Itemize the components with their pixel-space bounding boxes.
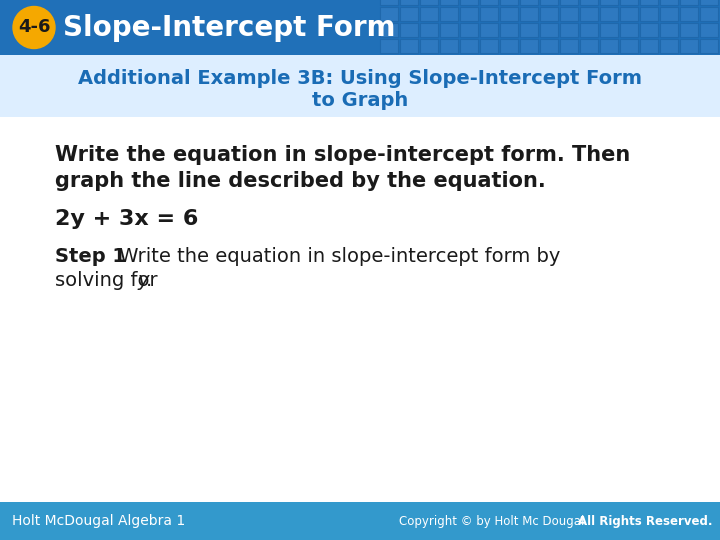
Bar bbox=[0, 55, 720, 117]
Text: Slope-Intercept Form: Slope-Intercept Form bbox=[63, 14, 395, 42]
Text: All Rights Reserved.: All Rights Reserved. bbox=[577, 515, 712, 528]
Bar bbox=[500, 0, 518, 5]
Bar bbox=[520, 0, 538, 5]
Text: to Graph: to Graph bbox=[312, 91, 408, 110]
Bar bbox=[580, 7, 598, 21]
Text: graph the line described by the equation.: graph the line described by the equation… bbox=[55, 171, 546, 191]
Bar bbox=[560, 0, 578, 5]
Bar bbox=[600, 23, 618, 37]
Bar bbox=[380, 7, 398, 21]
Bar bbox=[400, 39, 418, 53]
Bar bbox=[620, 0, 638, 5]
Bar bbox=[700, 23, 718, 37]
Text: .: . bbox=[146, 271, 152, 290]
Bar bbox=[460, 39, 478, 53]
Bar bbox=[540, 39, 558, 53]
Bar bbox=[580, 23, 598, 37]
Text: solving for: solving for bbox=[55, 271, 164, 290]
Bar bbox=[540, 7, 558, 21]
Bar bbox=[700, 7, 718, 21]
Bar bbox=[660, 39, 678, 53]
Bar bbox=[620, 23, 638, 37]
Text: Write the equation in slope-intercept form. Then: Write the equation in slope-intercept fo… bbox=[55, 145, 630, 165]
Text: Copyright © by Holt Mc Dougal.: Copyright © by Holt Mc Dougal. bbox=[399, 515, 592, 528]
Bar bbox=[480, 23, 498, 37]
Bar bbox=[540, 23, 558, 37]
Bar bbox=[580, 39, 598, 53]
Bar bbox=[440, 39, 458, 53]
Bar bbox=[420, 0, 438, 5]
Bar bbox=[480, 7, 498, 21]
Bar bbox=[480, 0, 498, 5]
Bar bbox=[620, 7, 638, 21]
Text: Holt McDougal Algebra 1: Holt McDougal Algebra 1 bbox=[12, 514, 185, 528]
Bar bbox=[600, 0, 618, 5]
Bar bbox=[380, 23, 398, 37]
Bar bbox=[640, 39, 658, 53]
Text: Additional Example 3B: Using Slope-Intercept Form: Additional Example 3B: Using Slope-Inter… bbox=[78, 69, 642, 87]
Bar bbox=[660, 0, 678, 5]
Text: 4-6: 4-6 bbox=[18, 18, 50, 37]
Bar bbox=[620, 39, 638, 53]
Bar bbox=[660, 7, 678, 21]
Text: Step 1: Step 1 bbox=[55, 247, 126, 266]
Bar bbox=[420, 23, 438, 37]
Bar bbox=[440, 23, 458, 37]
Bar bbox=[640, 23, 658, 37]
Bar bbox=[600, 7, 618, 21]
Bar bbox=[680, 39, 698, 53]
Bar bbox=[460, 23, 478, 37]
Bar bbox=[520, 23, 538, 37]
Bar bbox=[520, 39, 538, 53]
Circle shape bbox=[13, 6, 55, 49]
Bar bbox=[400, 23, 418, 37]
Bar bbox=[380, 0, 398, 5]
Bar bbox=[480, 39, 498, 53]
Bar bbox=[560, 7, 578, 21]
Bar bbox=[380, 39, 398, 53]
Bar bbox=[460, 7, 478, 21]
Bar bbox=[540, 0, 558, 5]
Text: y: y bbox=[137, 271, 148, 290]
Bar bbox=[500, 39, 518, 53]
Bar bbox=[660, 23, 678, 37]
Bar bbox=[500, 7, 518, 21]
Bar bbox=[600, 39, 618, 53]
Bar bbox=[0, 117, 720, 502]
Bar bbox=[680, 23, 698, 37]
Bar bbox=[440, 0, 458, 5]
Bar bbox=[460, 0, 478, 5]
Bar bbox=[680, 7, 698, 21]
Bar bbox=[500, 23, 518, 37]
Bar bbox=[560, 39, 578, 53]
Bar bbox=[640, 7, 658, 21]
Bar bbox=[680, 0, 698, 5]
Text: Write the equation in slope-intercept form by: Write the equation in slope-intercept fo… bbox=[113, 247, 560, 266]
Bar bbox=[420, 7, 438, 21]
Bar bbox=[440, 7, 458, 21]
Bar bbox=[640, 0, 658, 5]
Bar bbox=[420, 39, 438, 53]
Bar bbox=[580, 0, 598, 5]
Bar bbox=[400, 0, 418, 5]
Bar bbox=[0, 0, 720, 55]
Bar bbox=[560, 23, 578, 37]
Text: 2y + 3x = 6: 2y + 3x = 6 bbox=[55, 209, 199, 229]
Bar bbox=[0, 502, 720, 540]
Bar bbox=[400, 7, 418, 21]
Bar bbox=[520, 7, 538, 21]
Bar bbox=[700, 0, 718, 5]
Bar bbox=[700, 39, 718, 53]
